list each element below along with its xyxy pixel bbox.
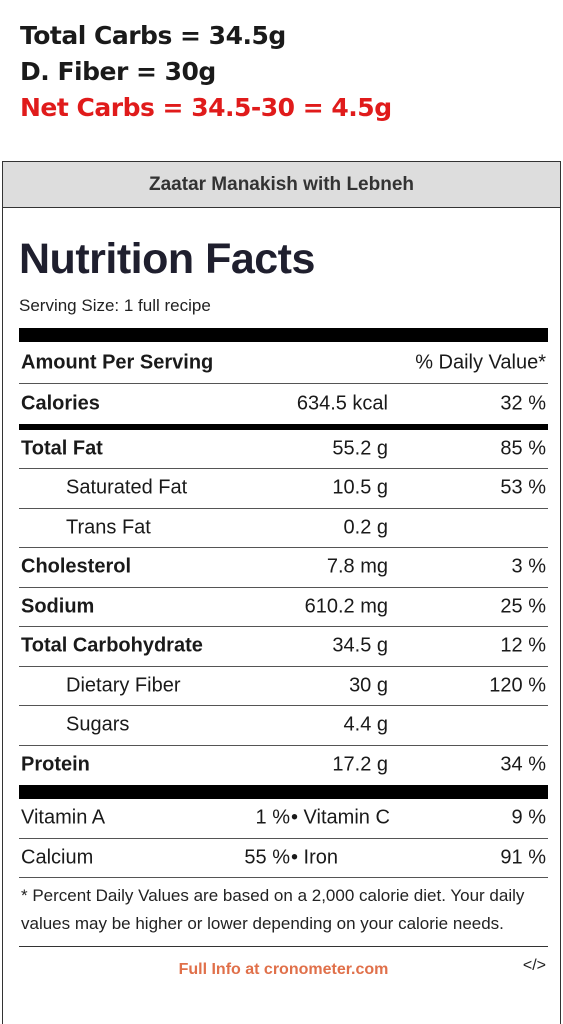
nutrient-row-dietary-fiber: Dietary Fiber 30 g 120 %	[19, 667, 548, 706]
nutrient-name: Sodium	[21, 595, 95, 618]
nutrient-row-total-carbohydrate: Total Carbohydrate 34.5 g 12 %	[19, 627, 548, 667]
medium-divider	[19, 423, 548, 430]
nutrient-dv: 85 %	[500, 437, 546, 460]
calories-dv: 32 %	[500, 392, 546, 415]
total-carbs-note: Total Carbs = 34.5g	[20, 21, 286, 50]
net-carbs-annotation: Total Carbs = 34.5g D. Fiber = 30g Net C…	[20, 18, 392, 126]
nutrient-row-sugars: Sugars 4.4 g	[19, 706, 548, 746]
nutrient-dv: 25 %	[500, 595, 546, 618]
calories-label: Calories	[21, 392, 100, 415]
nutrition-panel: Nutrition Facts Serving Size: 1 full rec…	[19, 209, 548, 987]
thick-divider	[19, 328, 548, 342]
nutrient-amount: 34.5 g	[332, 634, 388, 657]
nutrient-dv: 120 %	[489, 674, 546, 697]
thick-divider	[19, 785, 548, 799]
nutrient-name: Protein	[21, 753, 90, 776]
vitamin-row-calcium-iron: Calcium 55 % • Iron 91 %	[19, 839, 548, 878]
nutrient-name: Trans Fat	[66, 516, 151, 539]
nutrient-amount: 0.2 g	[343, 516, 388, 539]
nutrient-row-saturated-fat: Saturated Fat 10.5 g 53 %	[19, 469, 548, 509]
nutrient-dv: 3 %	[511, 555, 546, 578]
nutrition-label-card: Zaatar Manakish with Lebneh Nutrition Fa…	[2, 161, 561, 1024]
nutrient-name: Dietary Fiber	[66, 674, 181, 697]
vitamin-name: • Iron	[291, 846, 339, 869]
vitamin-dv: 55 %	[244, 846, 290, 869]
nutrient-dv: 53 %	[500, 476, 546, 499]
nutrition-facts-heading: Nutrition Facts	[19, 235, 315, 283]
vitamin-dv: 9 %	[511, 806, 546, 829]
serving-size: Serving Size: 1 full recipe	[19, 296, 211, 315]
label-footer: Full Info at cronometer.com </>	[19, 947, 548, 987]
nutrient-name: Total Carbohydrate	[21, 634, 203, 657]
nutrient-amount: 10.5 g	[332, 476, 388, 499]
vitamin-row-a-c: Vitamin A 1 % • Vitamin C 9 %	[19, 799, 548, 839]
vitamin-name: • Vitamin C	[291, 806, 390, 829]
net-carbs-note: Net Carbs = 34.5-30 = 4.5g	[20, 93, 392, 122]
nutrient-amount: 17.2 g	[332, 753, 388, 776]
daily-value-footnote: * Percent Daily Values are based on a 2,…	[19, 882, 548, 947]
nutrient-name: Total Fat	[21, 437, 103, 460]
nutrient-dv: 12 %	[500, 634, 546, 657]
recipe-title: Zaatar Manakish with Lebneh	[3, 162, 560, 208]
fiber-note: D. Fiber = 30g	[20, 57, 216, 86]
embed-code-icon[interactable]: </>	[522, 957, 546, 974]
nutrient-row-cholesterol: Cholesterol 7.8 mg 3 %	[19, 548, 548, 588]
amount-per-serving-label: Amount Per Serving	[21, 351, 214, 373]
cronometer-link[interactable]: Full Info at cronometer.com	[178, 961, 389, 978]
nutrient-amount: 4.4 g	[343, 713, 388, 736]
vitamin-dv: 91 %	[500, 846, 546, 869]
nutrient-amount: 7.8 mg	[326, 555, 388, 578]
calories-row: Calories 634.5 kcal 32 %	[19, 384, 548, 424]
nutrient-row-total-fat: Total Fat 55.2 g 85 %	[19, 430, 548, 469]
calories-amount: 634.5 kcal	[296, 392, 388, 415]
nutrient-amount: 55.2 g	[332, 437, 388, 460]
nutrient-row-trans-fat: Trans Fat 0.2 g	[19, 509, 548, 548]
nutrient-amount: 30 g	[349, 674, 388, 697]
vitamin-dv: 1 %	[255, 806, 290, 829]
vitamin-name: Calcium	[21, 846, 94, 869]
nutrient-row-protein: Protein 17.2 g 34 %	[19, 746, 548, 786]
nutrient-row-sodium: Sodium 610.2 mg 25 %	[19, 588, 548, 627]
nutrient-name: Cholesterol	[21, 555, 132, 578]
daily-value-label: % Daily Value*	[415, 351, 546, 373]
nutrient-name: Sugars	[66, 713, 130, 736]
nutrient-name: Saturated Fat	[66, 476, 188, 499]
table-header-row: Amount Per Serving % Daily Value*	[19, 342, 548, 384]
vitamin-name: Vitamin A	[21, 806, 106, 829]
nutrient-amount: 610.2 mg	[304, 595, 388, 618]
nutrient-dv: 34 %	[500, 753, 546, 776]
